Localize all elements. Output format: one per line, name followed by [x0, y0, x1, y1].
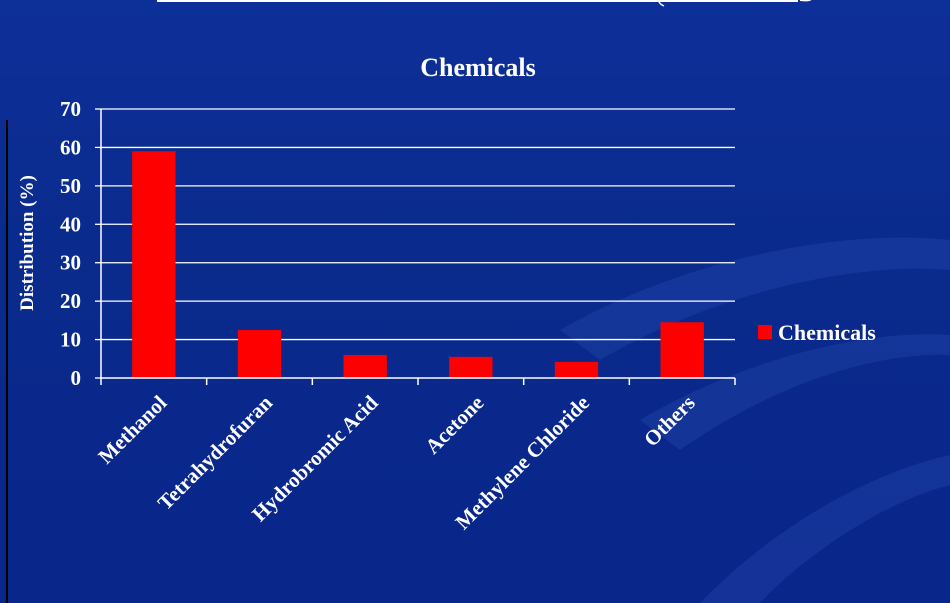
- y-tick-labels: 0 10 20 30 40 50 60 70: [60, 97, 81, 390]
- bar: [449, 356, 493, 378]
- y-tick-label: 10: [60, 328, 81, 352]
- legend: Chemicals: [758, 320, 876, 345]
- y-tick-label: 0: [71, 366, 82, 390]
- bar: [660, 322, 704, 378]
- bar: [237, 329, 282, 378]
- bar: [132, 151, 176, 378]
- y-tick-label: 70: [60, 97, 81, 121]
- x-tick-label: Tetrahydrofuran: [153, 390, 277, 514]
- header-paren: [658, 0, 665, 7]
- chart-title: Chemicals: [420, 53, 536, 82]
- y-tick-label: 30: [60, 251, 81, 275]
- y-tick-label: 60: [60, 135, 81, 159]
- axes: [100, 109, 736, 385]
- legend-label: Chemicals: [778, 320, 876, 345]
- legend-swatch: [758, 325, 772, 339]
- y-tick-label: 40: [60, 212, 81, 236]
- bars: [132, 151, 704, 378]
- x-tick-label: Methanol: [93, 390, 171, 468]
- y-tick-label: 50: [60, 174, 81, 198]
- y-tick-label: 20: [60, 289, 81, 313]
- gridlines: [95, 108, 735, 379]
- bar: [343, 354, 387, 378]
- background-swoosh: [560, 237, 950, 603]
- bar: [554, 361, 599, 378]
- y-axis-label: Distribution (%): [17, 175, 38, 311]
- x-tick-label: Acetone: [420, 391, 488, 459]
